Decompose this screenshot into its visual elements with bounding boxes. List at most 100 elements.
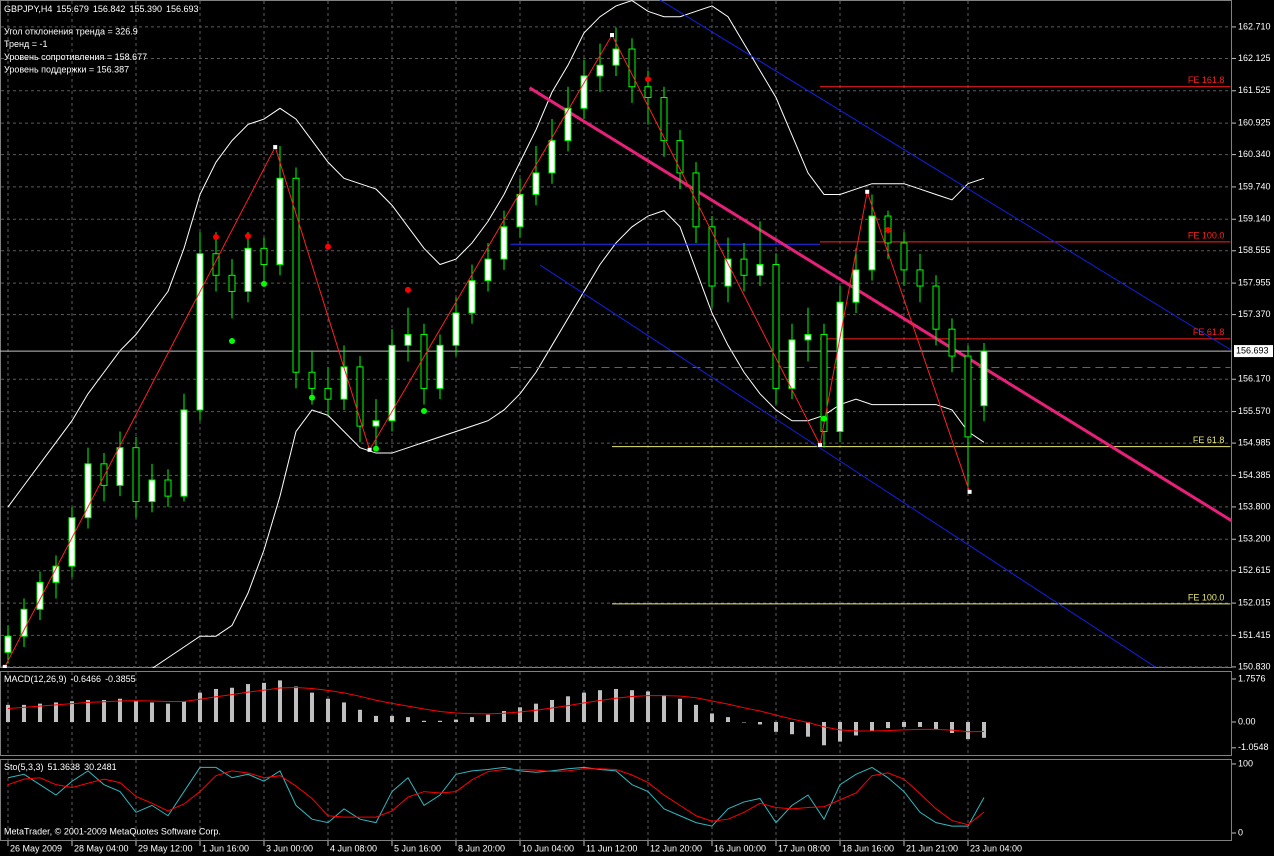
candle-body [852,269,860,303]
fractal-dot [885,227,891,234]
y-tick-label: 157.370 [1238,309,1271,319]
macd-bar [934,722,938,730]
fractal-dot [645,76,651,83]
macd-bar [358,709,362,723]
band-upper [7,0,985,508]
candle-body [804,334,812,341]
x-tick-label: 10 Jun 04:00 [522,843,574,853]
y-tick-label: 157.955 [1238,277,1271,287]
candle-body [468,280,476,314]
macd-bar [134,701,138,723]
candle-body [420,334,428,389]
candle-body [964,355,972,438]
macd-bar [950,722,954,734]
macd-bar [918,722,922,727]
current-price-label: 156.693 [1236,345,1269,355]
x-tick-label: 16 Jun 00:00 [714,843,766,853]
channel-line [539,264,1156,668]
copyright: MetaTrader, © 2001-2009 MetaQuotes Softw… [4,826,221,836]
candle-body [612,48,620,66]
candle-body [340,366,348,400]
macd-bar [374,715,378,723]
candle-body [724,258,732,287]
zigzag-vertex [367,447,372,452]
candle-body [916,269,924,287]
macd-bar [278,680,282,723]
symbol: GBPJPY,H4 [4,4,52,14]
quote-value: 156.693 [166,4,199,14]
candle-body [228,274,236,292]
x-tick-label: 18 Jun 16:00 [842,843,894,853]
macd-bar [86,699,90,723]
macd-bar [726,717,730,723]
y-tick-label: 0.00 [1238,716,1256,726]
macd-bar [150,702,154,723]
candle-body [836,301,844,433]
fractal-dot [245,232,251,239]
candle-body [756,264,764,276]
x-tick-label: 12 Jun 20:00 [650,843,702,853]
macd-bar [742,722,746,723]
candle-body [580,75,588,109]
macd-bar [886,722,890,729]
candle-body [452,312,460,346]
macd-bar [294,686,298,723]
candle-body [100,463,108,486]
channel-line [659,0,1231,351]
fractal-dot [373,445,379,452]
line-plot [7,766,985,827]
macd-bar [470,717,474,723]
candle-body [932,285,940,330]
indicator-name: MACD(12,26,9) [4,674,67,684]
candle-body [180,409,188,497]
info-line: Угол отклонения тренда = 326.9 [4,26,138,36]
x-tick-label: 3 Jun 00:00 [266,843,313,853]
macd-bar [966,722,970,740]
macd-bar [102,699,106,723]
level-label: FE 61.8 [1193,435,1225,445]
macd-bar [662,695,666,723]
macd-bar [262,682,266,723]
candle-body [388,344,396,422]
candle-body [900,242,908,271]
y-tick-label: 162.125 [1238,53,1271,63]
macd-bar [22,704,26,723]
candle-body [404,334,412,346]
macd-bar [70,701,74,723]
fractal-dot [309,394,315,401]
macd-bar [438,720,442,723]
x-tick-label: 28 May 04:00 [74,843,129,853]
macd-bar [870,722,874,731]
zigzag-vertex [967,489,972,494]
current-price-box [1234,345,1273,358]
x-tick-label: 17 Jun 08:00 [778,843,830,853]
level-label: FE 100.0 [1188,230,1225,240]
fractal-dot [261,280,267,287]
y-tick-label: 1.7576 [1238,673,1266,683]
macd-bar [502,710,506,723]
panel-frame [0,759,1232,841]
candle-body [500,226,508,260]
candle-body [68,517,76,567]
macd-bar [310,692,314,723]
fractal-dot [405,286,411,293]
candle-body [292,177,300,373]
y-tick-label: 154.985 [1238,437,1271,447]
panel-frame [0,671,1232,756]
indicator-value: 30.2481 [84,762,117,772]
candle-body [740,258,748,276]
macd-bar [598,690,602,723]
candle-body [372,420,380,427]
candle-body [436,344,444,389]
candle-body [84,463,92,519]
y-tick-label: 159.140 [1238,214,1271,224]
macd-bar [342,702,346,723]
macd-bar [246,684,250,723]
zigzag-vertex [273,145,278,150]
candle-body [516,193,524,228]
trend-line [528,86,1232,523]
macd-bar [214,688,218,723]
candle-body [596,64,604,77]
candle-body [484,258,492,282]
